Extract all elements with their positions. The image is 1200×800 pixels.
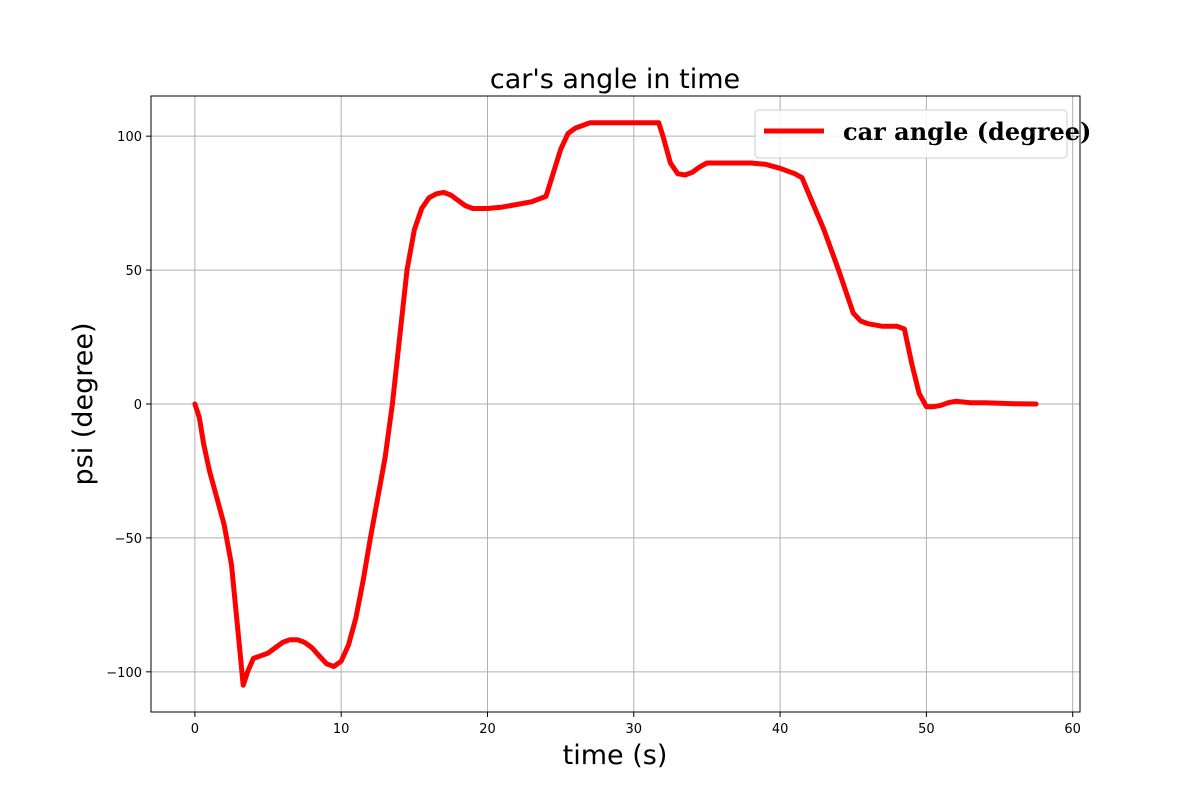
legend: car angle (degree) — [754, 109, 1091, 159]
x-tick-label: 20 — [479, 722, 496, 737]
x-tick-label: 50 — [918, 722, 935, 737]
y-tick-label: 100 — [117, 130, 142, 145]
y-tick-label: 50 — [125, 264, 142, 279]
legend-box — [754, 109, 1068, 159]
x-tick-label: 60 — [1064, 722, 1081, 737]
y-tick-label: 0 — [134, 398, 142, 413]
series-layer — [192, 120, 1039, 688]
y-tick-label: −100 — [106, 666, 142, 681]
chart-title: car's angle in time — [490, 64, 740, 95]
x-tick-label: 30 — [626, 722, 643, 737]
x-tick-label: 0 — [191, 722, 199, 737]
series-line-car-angle — [192, 120, 1039, 688]
x-tick-label: 40 — [772, 722, 789, 737]
y-axis-label: psi (degree) — [68, 323, 99, 486]
axis-ticks: 0 10 20 30 40 50 60 −100 −50 0 50 100 — [106, 130, 1081, 737]
x-tick-label: 10 — [333, 722, 350, 737]
y-tick-label: −50 — [115, 532, 142, 547]
legend-label: car angle (degree) — [843, 117, 1091, 146]
x-axis-label: time (s) — [563, 740, 668, 771]
